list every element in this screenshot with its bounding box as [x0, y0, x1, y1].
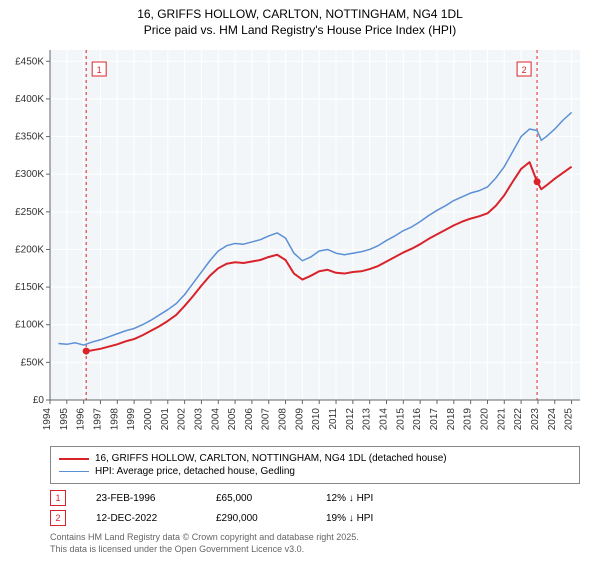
svg-text:2007: 2007	[261, 408, 272, 431]
svg-text:2004: 2004	[210, 408, 221, 431]
svg-text:2006: 2006	[244, 408, 255, 431]
svg-text:2014: 2014	[379, 408, 390, 431]
svg-text:2009: 2009	[294, 408, 305, 431]
svg-text:2015: 2015	[395, 408, 406, 431]
svg-text:2013: 2013	[362, 408, 373, 431]
svg-text:£250K: £250K	[15, 207, 44, 218]
svg-text:1999: 1999	[126, 408, 137, 431]
svg-text:1: 1	[97, 65, 102, 75]
transaction-price: £290,000	[216, 513, 296, 524]
transaction-price: £65,000	[216, 493, 296, 504]
svg-text:2010: 2010	[311, 408, 322, 431]
svg-text:£400K: £400K	[15, 94, 44, 105]
svg-text:2017: 2017	[429, 408, 440, 431]
legend-label: 16, GRIFFS HOLLOW, CARLTON, NOTTINGHAM, …	[95, 453, 447, 464]
svg-text:1997: 1997	[92, 408, 103, 431]
svg-text:2008: 2008	[278, 408, 289, 431]
transaction-row: 1 23-FEB-1996 £65,000 12% ↓ HPI	[50, 490, 580, 506]
svg-text:2011: 2011	[328, 408, 339, 430]
svg-text:2005: 2005	[227, 408, 238, 431]
svg-text:2000: 2000	[143, 408, 154, 431]
svg-text:2021: 2021	[496, 408, 507, 431]
chart-title: 16, GRIFFS HOLLOW, CARLTON, NOTTINGHAM, …	[0, 0, 600, 40]
svg-text:1998: 1998	[109, 408, 120, 431]
svg-text:1995: 1995	[59, 408, 70, 431]
svg-text:£450K: £450K	[15, 57, 44, 68]
transaction-marker: 2	[50, 510, 66, 526]
legend-swatch	[59, 471, 89, 472]
svg-text:£150K: £150K	[15, 282, 44, 293]
svg-text:2024: 2024	[547, 408, 558, 431]
price-chart: £0 £50K £100K £150K £200K £250K £300K £350K £400…	[0, 40, 600, 440]
footer-line-1: Contains HM Land Registry data © Crown c…	[50, 532, 580, 544]
footer-attribution: Contains HM Land Registry data © Crown c…	[50, 532, 580, 555]
legend-label: HPI: Average price, detached house, Gedl…	[95, 466, 295, 477]
title-line-1: 16, GRIFFS HOLLOW, CARLTON, NOTTINGHAM, …	[10, 6, 590, 22]
svg-text:1996: 1996	[76, 408, 87, 431]
svg-text:2020: 2020	[479, 408, 490, 431]
svg-text:2003: 2003	[193, 408, 204, 431]
legend: 16, GRIFFS HOLLOW, CARLTON, NOTTINGHAM, …	[50, 446, 580, 484]
chart-svg: £0 £50K £100K £150K £200K £250K £300K £350K £400…	[0, 40, 600, 440]
legend-item: HPI: Average price, detached house, Gedl…	[59, 466, 571, 477]
svg-text:2025: 2025	[564, 408, 575, 431]
footer-line-2: This data is licensed under the Open Gov…	[50, 544, 580, 556]
transactions-table: 1 23-FEB-1996 £65,000 12% ↓ HPI 2 12-DEC-2022…	[50, 490, 580, 526]
svg-text:£300K: £300K	[15, 170, 44, 181]
transaction-row: 2 12-DEC-2022 £290,000 19% ↓ HPI	[50, 510, 580, 526]
svg-text:£200K: £200K	[15, 245, 44, 256]
transaction-date: 23-FEB-1996	[96, 493, 186, 504]
transaction-marker: 1	[50, 490, 66, 506]
transaction-hpi: 12% ↓ HPI	[326, 493, 406, 504]
svg-text:2023: 2023	[530, 408, 541, 431]
svg-text:£100K: £100K	[15, 320, 44, 331]
legend-swatch	[59, 458, 89, 460]
svg-text:2001: 2001	[160, 408, 171, 431]
svg-text:2016: 2016	[412, 408, 423, 431]
svg-text:2019: 2019	[463, 408, 474, 431]
svg-text:£50K: £50K	[21, 358, 45, 369]
svg-text:2002: 2002	[177, 408, 188, 431]
svg-text:2022: 2022	[513, 408, 524, 431]
transaction-hpi: 19% ↓ HPI	[326, 513, 406, 524]
legend-item: 16, GRIFFS HOLLOW, CARLTON, NOTTINGHAM, …	[59, 453, 571, 464]
svg-text:£0: £0	[33, 395, 45, 406]
svg-text:2: 2	[522, 65, 527, 75]
svg-text:2012: 2012	[345, 408, 356, 431]
transaction-date: 12-DEC-2022	[96, 513, 186, 524]
svg-text:1994: 1994	[42, 408, 53, 431]
svg-text:£350K: £350K	[15, 132, 44, 143]
title-line-2: Price paid vs. HM Land Registry's House …	[10, 22, 590, 38]
svg-text:2018: 2018	[446, 408, 457, 431]
